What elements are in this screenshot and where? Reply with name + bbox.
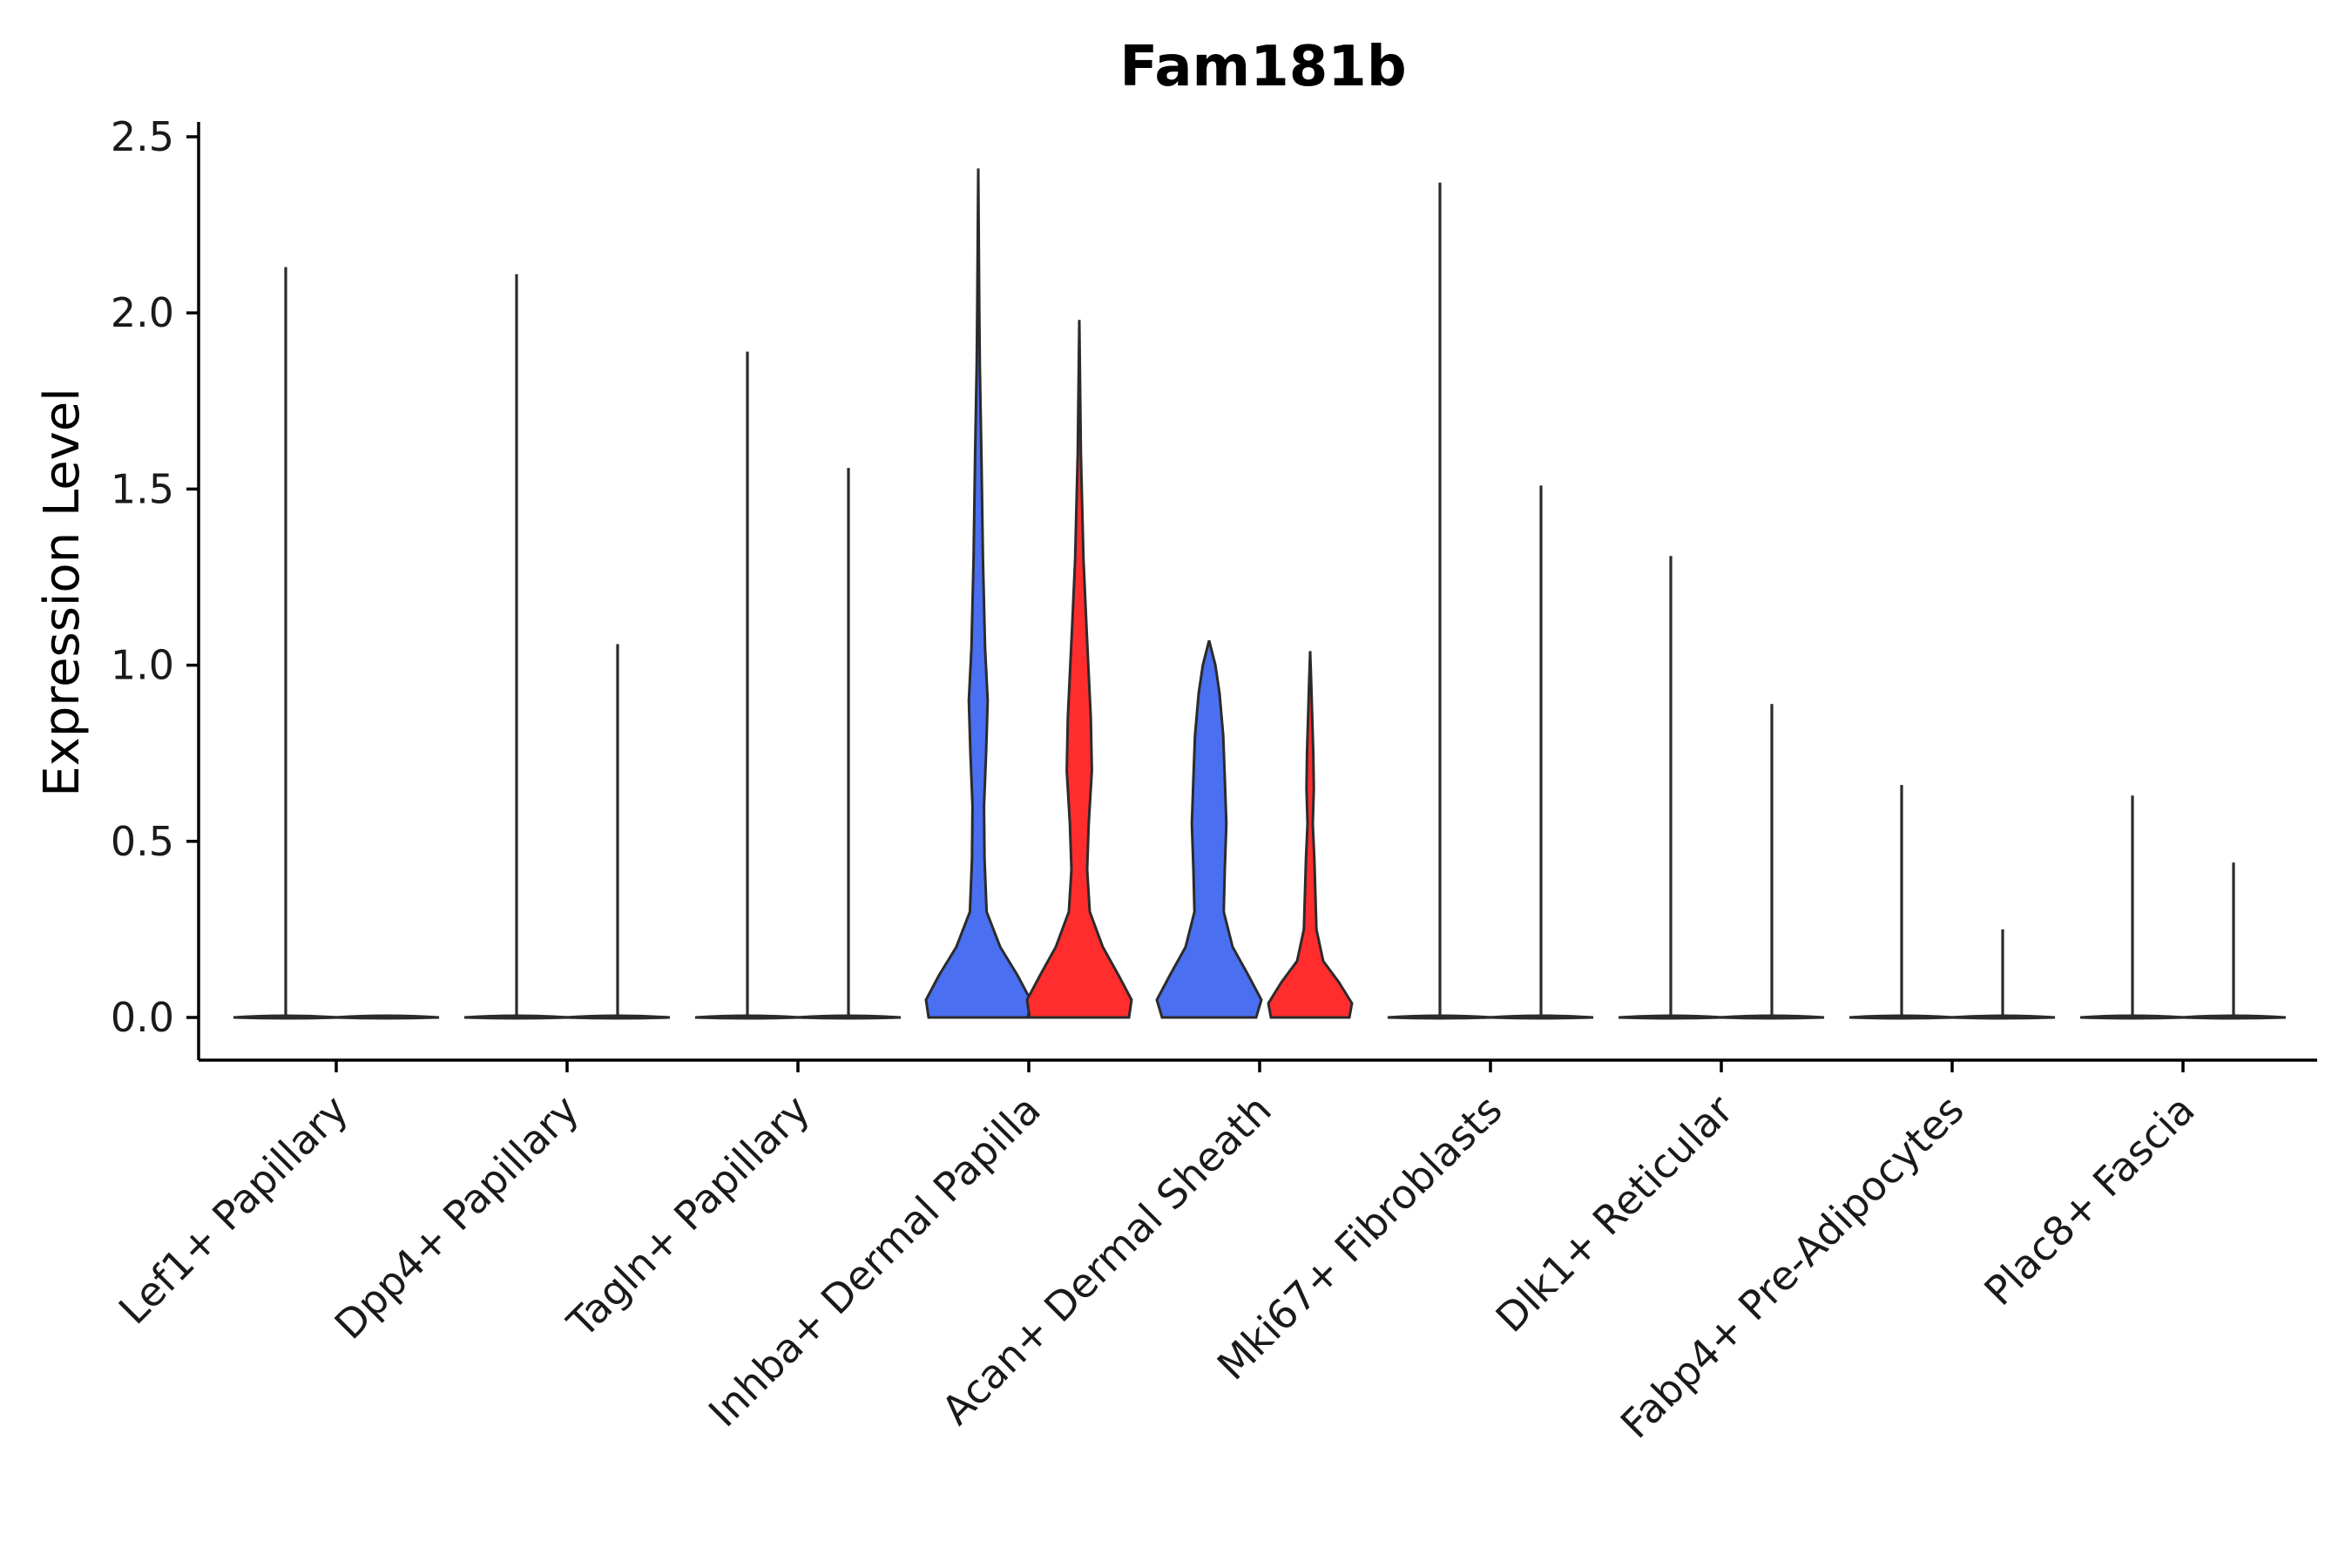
violin-right	[334, 1014, 440, 1020]
violin-group	[463, 274, 671, 1020]
y-tick-label: 0.5	[111, 818, 174, 865]
plot-area	[233, 168, 2287, 1020]
x-tick-label: Dpp4+ Papillary	[326, 1086, 588, 1348]
y-tick-label: 1.5	[111, 465, 174, 512]
y-axis: 0.0 0.5 1.0 1.5 2.0 2.5	[111, 113, 200, 1060]
violin-group	[1848, 785, 2056, 1020]
violin-right	[1267, 651, 1354, 1019]
y-tick-label: 1.0	[111, 642, 174, 689]
violin-group	[694, 351, 902, 1020]
y-axis-label: Expression Level	[34, 388, 91, 797]
x-tick-label: Lef1+ Papillary	[110, 1086, 357, 1334]
x-tick-label: Plac8+ Fascia	[1975, 1086, 2203, 1315]
violin-group	[1618, 556, 1825, 1020]
violin-left	[1155, 639, 1263, 1019]
violin-group	[2079, 795, 2287, 1020]
chart-title: Fam181b	[1119, 35, 1406, 99]
violin-left	[924, 168, 1032, 1019]
violin-group	[233, 267, 440, 1020]
violin-right	[1025, 320, 1133, 1019]
x-tick-label: Dlk1+ Reticular	[1487, 1086, 1742, 1342]
violin-group	[1155, 639, 1354, 1019]
violin-group	[924, 168, 1133, 1019]
y-tick-label: 0.0	[111, 994, 174, 1041]
x-tick-label: Tagln+ Papillary	[558, 1086, 819, 1348]
y-tick-label: 2.5	[111, 113, 174, 160]
violin-group	[1387, 182, 1594, 1020]
y-tick-label: 2.0	[111, 289, 174, 336]
